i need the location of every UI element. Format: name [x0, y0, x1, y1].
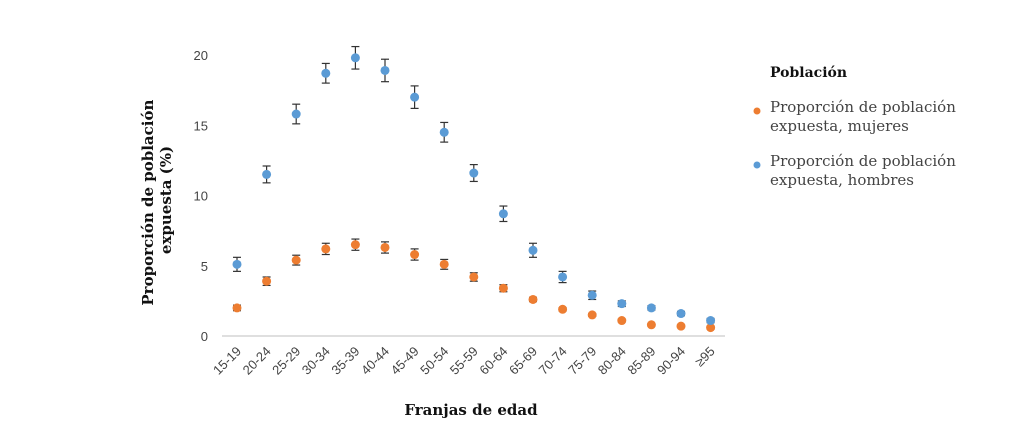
data-point — [321, 244, 331, 254]
series-mujeres — [232, 238, 716, 333]
y-tick-label: 10 — [194, 189, 208, 204]
y-tick-label: 5 — [201, 259, 208, 274]
data-point — [410, 92, 420, 102]
data-point — [410, 250, 420, 260]
x-tick-label: 50-54 — [417, 344, 451, 378]
data-point — [587, 290, 597, 300]
data-point — [558, 272, 568, 282]
x-tick-label: 35-39 — [328, 344, 362, 378]
data-point — [262, 276, 272, 286]
y-tick-label: 15 — [194, 118, 208, 133]
x-tick-label: 15-19 — [210, 344, 244, 378]
data-point — [291, 255, 301, 265]
legend-label-mujeres-line1: Proporción de población — [770, 98, 956, 116]
data-point — [617, 299, 627, 309]
legend-label-mujeres: Proporción de población expuesta, mujere… — [770, 98, 961, 135]
x-tick-label: 90-94 — [654, 344, 688, 378]
data-point — [498, 209, 508, 219]
y-axis-title: Proporción de población expuesta (%) — [139, 94, 175, 305]
x-tick-label: 45-49 — [388, 344, 422, 378]
data-point — [232, 259, 242, 269]
x-tick-label: 70-74 — [536, 344, 570, 378]
legend: Población Proporción de población expues… — [753, 65, 961, 189]
y-axis-ticks: 0 5 10 15 20 — [194, 48, 208, 344]
legend-marker-mujeres — [753, 107, 761, 115]
data-point — [587, 310, 597, 320]
x-tick-label: 60-64 — [476, 344, 510, 378]
x-tick-label: 25-29 — [269, 344, 303, 378]
x-tick-label: 20-24 — [240, 344, 274, 378]
data-point — [706, 323, 716, 333]
legend-label-hombres-line2: expuesta, hombres — [770, 171, 914, 189]
x-tick-label: 40-44 — [358, 344, 392, 378]
data-point — [380, 242, 390, 252]
data-point — [469, 272, 479, 282]
data-point — [617, 316, 627, 326]
data-point — [706, 316, 716, 326]
data-point — [321, 68, 331, 78]
x-tick-label: 55-59 — [447, 344, 481, 378]
data-point — [646, 320, 656, 330]
data-point — [380, 65, 390, 75]
data-point — [469, 168, 479, 178]
x-tick-label: 85-89 — [624, 344, 658, 378]
x-tick-label: 30-34 — [299, 344, 333, 378]
legend-label-hombres: Proporción de población expuesta, hombre… — [770, 152, 961, 189]
data-point — [350, 240, 360, 250]
data-point — [646, 303, 656, 313]
x-tick-label: 80-84 — [595, 344, 629, 378]
y-axis-title-line2: expuesta (%) — [157, 146, 175, 254]
data-point — [498, 283, 508, 293]
data-point — [232, 303, 242, 313]
data-point — [439, 127, 449, 137]
data-point — [439, 259, 449, 269]
legend-marker-hombres — [753, 161, 761, 169]
legend-label-hombres-line1: Proporción de población — [770, 152, 956, 170]
x-tick-label: 75-79 — [565, 344, 599, 378]
y-axis-title-line1: Proporción de población — [139, 100, 157, 306]
x-axis-ticks: 15-1920-2425-2930-3435-3940-4445-4950-54… — [210, 344, 718, 378]
legend-label-mujeres-line2: expuesta, mujeres — [770, 117, 909, 135]
data-point — [676, 309, 686, 319]
x-axis-title: Franjas de edad — [404, 401, 538, 419]
series-hombres — [232, 45, 716, 326]
x-tick-label: ≥95 — [692, 344, 718, 370]
data-series — [232, 45, 716, 333]
data-point — [558, 304, 568, 314]
data-point — [262, 169, 272, 179]
data-point — [350, 53, 360, 63]
y-tick-label: 20 — [194, 48, 208, 63]
data-point — [528, 294, 538, 304]
data-point — [528, 245, 538, 255]
data-point — [291, 109, 301, 119]
x-tick-label: 65-69 — [506, 344, 540, 378]
legend-title: Población — [770, 65, 847, 81]
y-tick-label: 0 — [201, 329, 208, 344]
data-point — [676, 321, 686, 331]
